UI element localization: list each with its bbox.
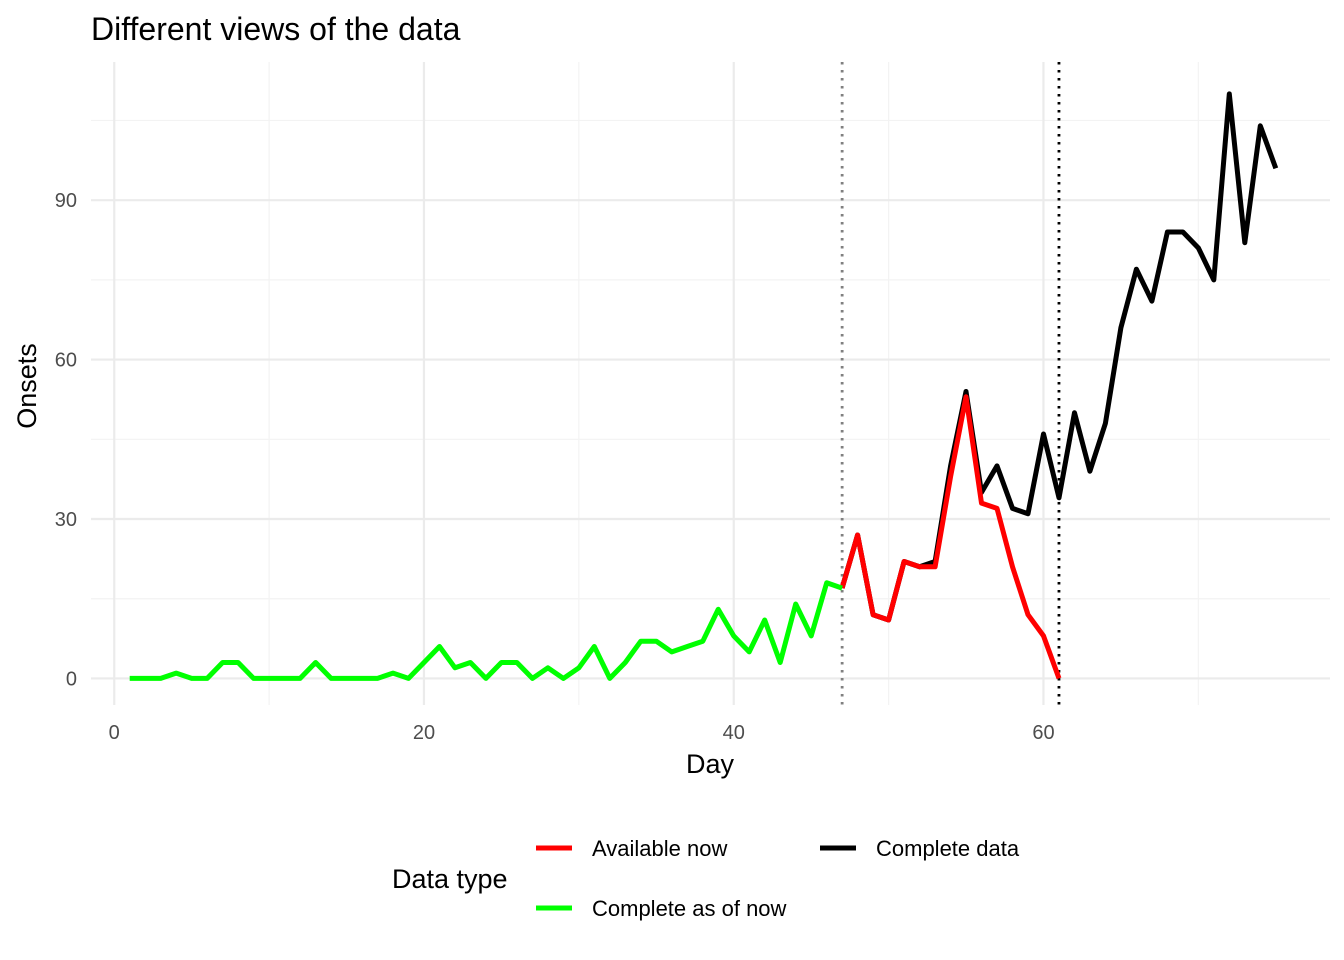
axis-ticks: 0 20 40 60 0 30 60 90 <box>55 190 1055 744</box>
legend-label-complete-data: Complete data <box>876 836 1020 861</box>
legend: Data type Available now Complete as of no… <box>392 836 1020 921</box>
y-axis-title: Onsets <box>12 343 42 429</box>
x-tick-label: 20 <box>413 722 435 744</box>
y-tick-label: 60 <box>55 350 77 372</box>
y-tick-label: 90 <box>55 190 77 212</box>
y-tick-label: 0 <box>66 668 77 690</box>
series-complete-as-of-now <box>129 580 843 681</box>
x-tick-label: 60 <box>1032 722 1054 744</box>
grid <box>91 62 1330 705</box>
legend-label-available-now: Available now <box>592 836 727 861</box>
series-available-now <box>839 394 1062 680</box>
series-lines <box>129 91 1279 681</box>
y-tick-label: 30 <box>55 509 77 531</box>
x-tick-label: 40 <box>723 722 745 744</box>
x-tick-label: 0 <box>109 722 120 744</box>
series-complete-data <box>839 91 1279 623</box>
legend-label-complete-as-of-now: Complete as of now <box>592 896 787 921</box>
legend-title: Data type <box>392 864 508 894</box>
chart-title: Different views of the data <box>91 11 461 47</box>
reference-lines <box>840 62 1061 705</box>
x-axis-title: Day <box>686 749 735 779</box>
